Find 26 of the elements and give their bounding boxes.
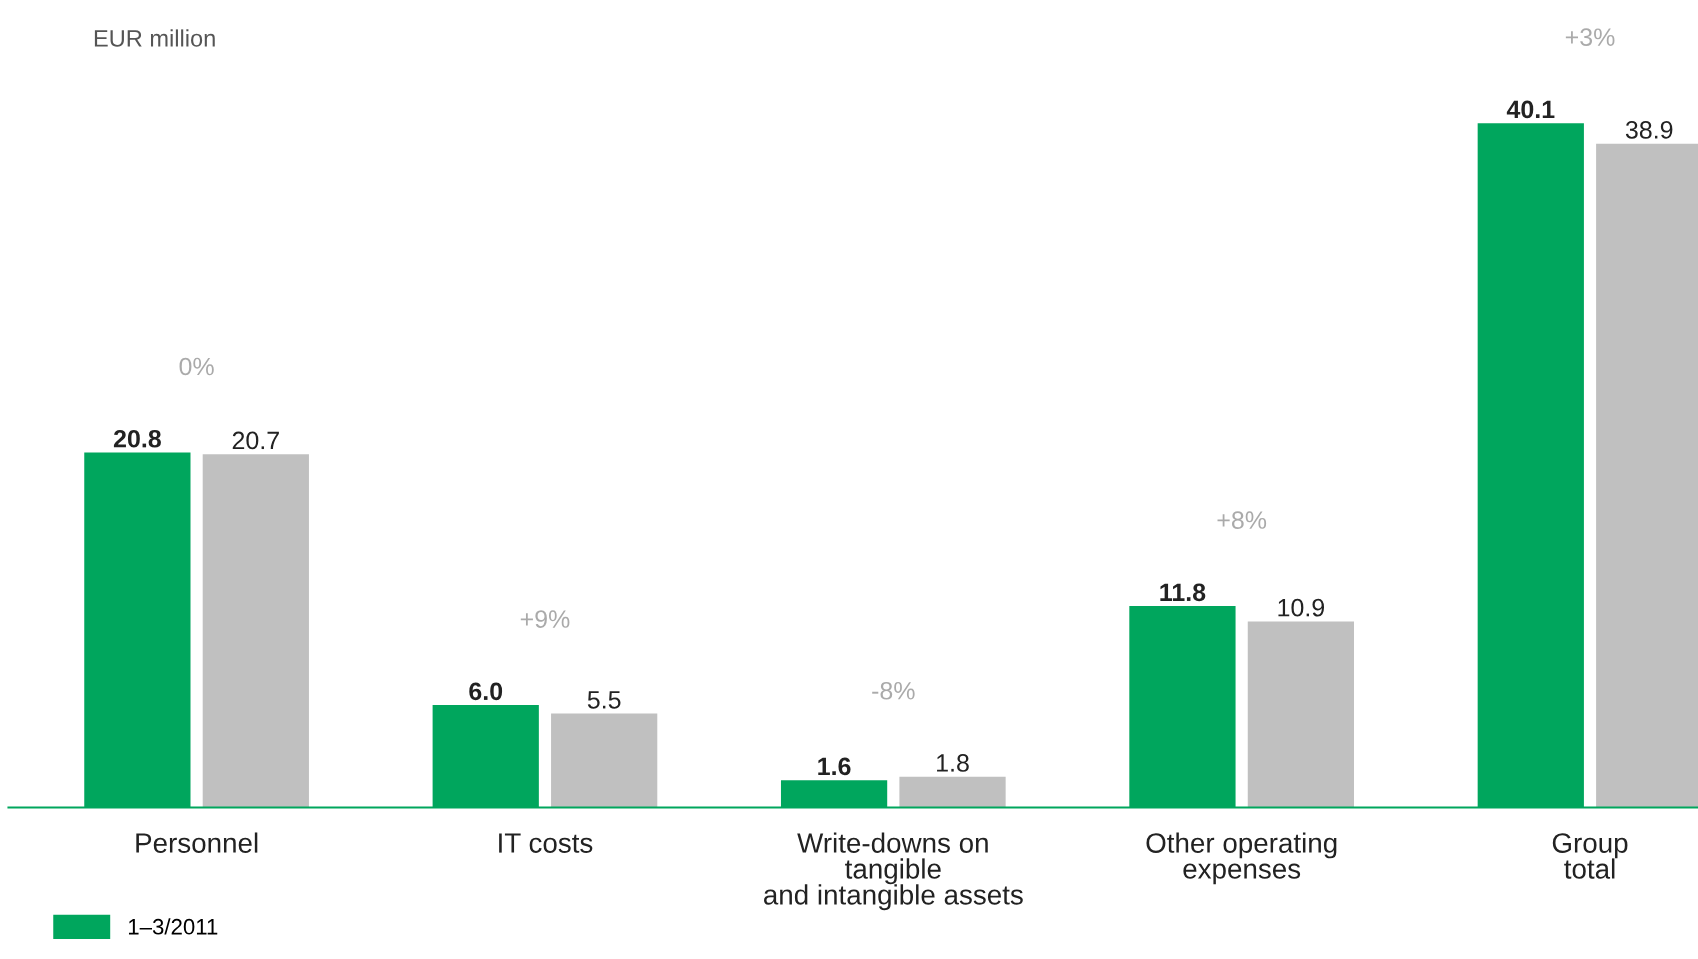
text: +3% (1565, 28, 1615, 47)
annotation: 0% (179, 357, 214, 376)
x-tick-label: IT costs (499, 833, 593, 853)
data-label: 1.6 (818, 757, 851, 776)
y-axis-title: EUR million (94, 29, 215, 47)
data-label: 20.7 (232, 431, 279, 450)
annotation: +8% (1217, 511, 1267, 529)
data-label: 20.8 (113, 429, 161, 448)
annotation: +9% (520, 610, 570, 628)
data-label: 10.9 (1278, 598, 1325, 617)
bar (1247, 621, 1354, 808)
x-tick-label: Write-downs on tangible and intangible assets (764, 832, 1023, 911)
data-label: 38.9 (1625, 121, 1673, 139)
data-label: 11.8 (1160, 583, 1206, 602)
x-tick-label: Personnel (136, 832, 258, 853)
annotation: -8% (872, 681, 915, 700)
bar (202, 454, 309, 808)
bar (551, 713, 658, 808)
data-label: 6.0 (469, 682, 503, 701)
bar (899, 776, 1006, 808)
legend-label: 1–3/2011 (128, 918, 218, 935)
data-label: 5.5 (587, 691, 621, 709)
data-label: 40.1 (1506, 100, 1555, 119)
x-tick-label: Other operating expenses (1146, 832, 1337, 885)
data-label: 1.8 (937, 754, 969, 772)
x-tick-label: Group total (1552, 833, 1628, 879)
